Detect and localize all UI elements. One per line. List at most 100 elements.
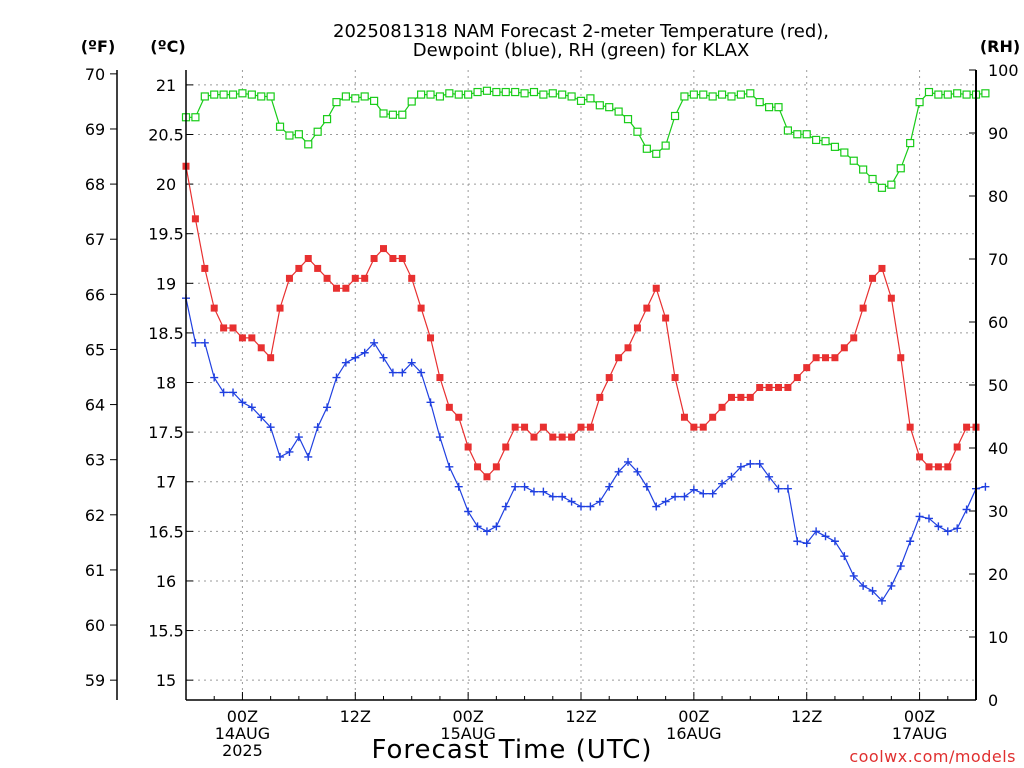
data-point (934, 522, 943, 531)
data-point (474, 463, 482, 471)
fahrenheit-tick-label: 70 (85, 65, 105, 84)
data-point (595, 101, 604, 110)
data-point (614, 467, 623, 476)
data-point (200, 92, 209, 101)
data-point (924, 87, 934, 97)
data-point (435, 92, 445, 101)
data-point (633, 127, 642, 136)
data-point (247, 90, 256, 99)
data-point (266, 423, 275, 432)
data-point (435, 433, 444, 442)
data-point (916, 453, 924, 461)
data-point (295, 264, 303, 272)
data-point (482, 527, 491, 536)
data-point (680, 413, 688, 421)
data-point (427, 334, 435, 342)
data-point (398, 110, 407, 119)
data-point (868, 586, 877, 595)
data-point (915, 98, 924, 107)
data-point (238, 334, 246, 342)
data-point (257, 92, 266, 101)
credit-text: coolwx.com/models (849, 747, 1016, 766)
data-point (586, 423, 594, 431)
data-point (887, 581, 896, 590)
data-point (219, 388, 228, 397)
data-point (313, 423, 322, 432)
data-point (756, 383, 764, 391)
data-point (276, 452, 285, 461)
data-point (746, 459, 755, 468)
rh-tick-label: 80 (988, 187, 1008, 206)
x-tick-label: 14AUG (215, 724, 270, 743)
data-point (577, 502, 585, 511)
data-point (887, 294, 895, 302)
data-point (426, 90, 435, 99)
data-point (709, 413, 717, 421)
data-point (483, 473, 491, 481)
data-point (859, 304, 867, 312)
data-point (830, 537, 839, 546)
data-point (736, 462, 745, 471)
data-point (878, 264, 886, 272)
x-tick-label: 00Z (227, 707, 258, 726)
data-point (774, 103, 783, 112)
data-point (577, 423, 585, 431)
x-tick-label: 00Z (904, 707, 935, 726)
data-point (915, 512, 924, 521)
data-point (633, 467, 642, 476)
rh-tick-label: 60 (988, 313, 1008, 332)
data-point (558, 433, 566, 441)
x-tick-label: 12Z (340, 707, 371, 726)
data-point (304, 140, 313, 149)
data-point (925, 463, 933, 471)
data-point (849, 571, 858, 580)
data-point (953, 443, 961, 451)
data-point (896, 562, 905, 571)
data-point (708, 92, 717, 101)
data-point (708, 489, 717, 498)
data-point (201, 264, 209, 272)
data-point (219, 90, 228, 99)
data-point (661, 497, 670, 506)
data-point (369, 96, 379, 105)
celsius-tick-label: 16 (156, 572, 176, 591)
fahrenheit-tick-label: 63 (85, 451, 105, 470)
data-point (275, 122, 285, 131)
data-point (840, 148, 849, 157)
fahrenheit-tick-label: 62 (85, 506, 105, 525)
data-point (586, 94, 595, 103)
data-point (539, 487, 548, 496)
data-point (323, 403, 332, 412)
series-line (185, 298, 986, 602)
data-point (248, 334, 256, 342)
data-point (455, 413, 463, 421)
data-point (360, 348, 369, 357)
x-tick-label: 17AUG (892, 724, 947, 743)
data-point (276, 304, 284, 312)
fahrenheit-tick-label: 59 (85, 671, 105, 690)
celsius-tick-label: 15 (156, 671, 176, 690)
data-point (492, 522, 501, 531)
rh-tick-label: 30 (988, 502, 1008, 521)
data-point (408, 274, 416, 282)
data-point (473, 522, 482, 531)
data-point (445, 89, 454, 98)
data-point (464, 443, 472, 451)
data-point (802, 539, 811, 548)
data-point (793, 537, 802, 546)
data-point (191, 338, 200, 347)
series-dewpoint (182, 294, 990, 605)
x-tick-label: 00Z (678, 707, 709, 726)
rh-tick-label: 10 (988, 628, 1008, 647)
data-point (736, 90, 745, 99)
data-point (680, 492, 689, 501)
data-point (332, 98, 341, 107)
data-point (595, 497, 604, 506)
data-point (511, 423, 519, 431)
x-tick-label: 16AUG (666, 724, 721, 743)
celsius-tick-label: 19.5 (148, 225, 184, 244)
data-point (896, 164, 905, 173)
celsius-unit-label: (ºC) (150, 37, 185, 56)
data-point (351, 274, 359, 282)
data-point (436, 374, 444, 382)
